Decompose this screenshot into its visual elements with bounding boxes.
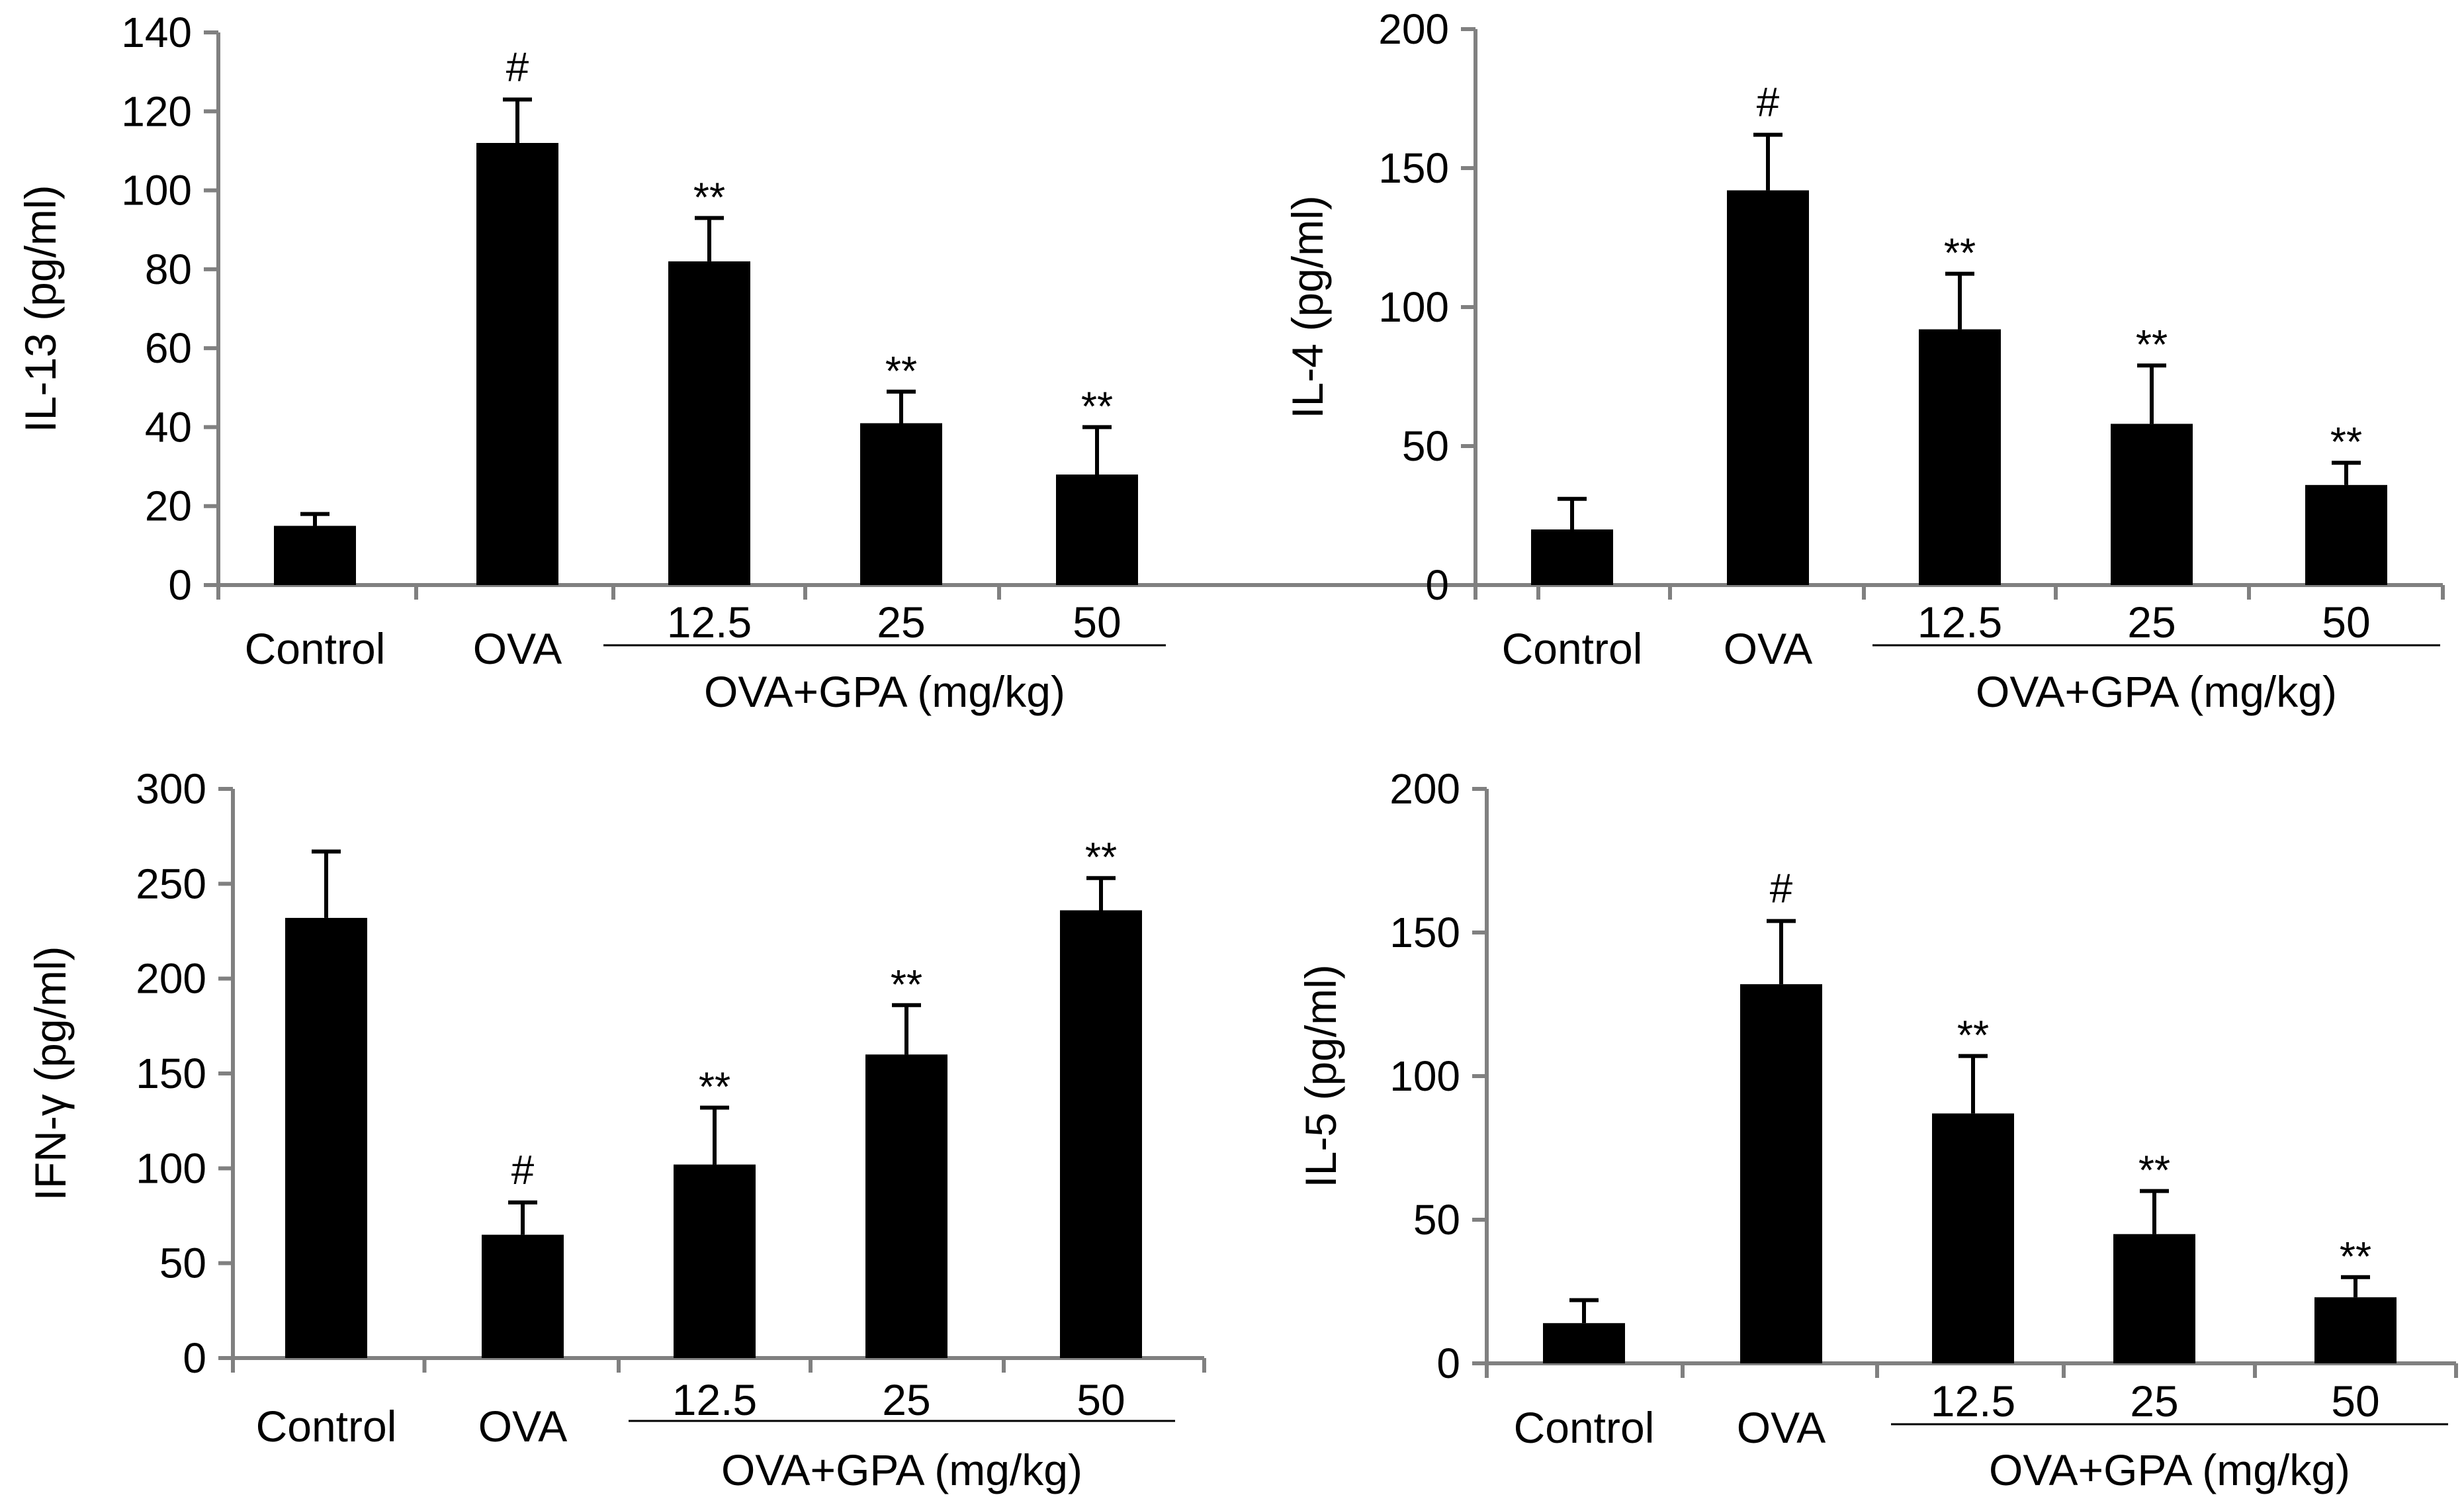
y-tick-label: 50 <box>1402 422 1449 470</box>
significance-marker: ** <box>891 962 922 1008</box>
x-category-label: 25 <box>882 1375 930 1424</box>
bar-4 <box>865 1054 947 1358</box>
significance-marker: ** <box>2136 322 2168 368</box>
x-category-label: 12.5 <box>672 1375 757 1424</box>
bar-5 <box>2305 484 2387 585</box>
y-tick-label: 60 <box>145 324 192 372</box>
y-tick-label: 100 <box>1389 1052 1460 1100</box>
y-tick-label: 200 <box>1389 765 1460 813</box>
bar-3 <box>1932 1113 2014 1363</box>
significance-marker: ** <box>1085 835 1117 881</box>
x-category-label: OVA <box>1724 624 1812 673</box>
y-axis-label: IL-13 (pg/ml) <box>16 185 65 432</box>
y-tick-label: 200 <box>136 955 206 1003</box>
y-tick-label: 0 <box>168 561 192 609</box>
significance-marker: ** <box>1081 384 1113 430</box>
x-category-label: 12.5 <box>1931 1377 2015 1426</box>
x-category-label: OVA <box>1737 1403 1826 1452</box>
significance-marker: # <box>1770 866 1793 912</box>
bar-4 <box>2113 1234 2195 1363</box>
y-tick-label: 150 <box>136 1050 206 1097</box>
bar-1 <box>285 917 367 1358</box>
x-category-label: Control <box>245 624 386 673</box>
x-category-label: OVA <box>478 1402 567 1451</box>
group-label: OVA+GPA (mg/kg) <box>704 667 1065 716</box>
bar-3 <box>674 1164 756 1358</box>
y-tick-label: 100 <box>121 167 192 214</box>
x-category-label: 12.5 <box>667 598 752 647</box>
x-category-label: 50 <box>2322 598 2370 647</box>
x-category-label: 25 <box>877 598 925 647</box>
y-tick-label: 80 <box>145 246 192 293</box>
significance-marker: ** <box>693 175 725 220</box>
x-category-label: 50 <box>1077 1375 1125 1424</box>
significance-marker: ** <box>2138 1148 2170 1194</box>
bar-3 <box>668 261 750 585</box>
chart-panel-3: 0 50 100 150 200 250 300 IFN-γ (pg/ml) Control # O… <box>26 765 1206 1494</box>
bar-2 <box>1740 984 1822 1363</box>
y-tick-label: 50 <box>159 1240 206 1287</box>
x-category-label: Control <box>1502 624 1643 673</box>
y-tick-label: 0 <box>183 1334 206 1382</box>
x-category-label: 25 <box>2127 598 2176 647</box>
bar-4 <box>2111 424 2193 585</box>
chart-panel-2: 0 50 100 150 200 IL-4 (pg/ml) Control # OVA ** 12.… <box>1283 5 2445 716</box>
y-tick-label: 50 <box>1413 1196 1460 1244</box>
x-category-label: Control <box>256 1402 397 1451</box>
y-tick-label: 300 <box>136 765 206 813</box>
y-tick-label: 150 <box>1378 144 1449 192</box>
significance-marker: ** <box>2340 1234 2371 1280</box>
bar-5 <box>1060 910 1142 1358</box>
y-axis-label: IL-4 (pg/ml) <box>1283 195 1332 418</box>
group-label: OVA+GPA (mg/kg) <box>1989 1445 2350 1494</box>
group-label: OVA+GPA (mg/kg) <box>1976 667 2337 716</box>
significance-marker: # <box>511 1148 535 1193</box>
significance-marker: ** <box>699 1065 730 1111</box>
significance-marker: ** <box>1944 231 1976 277</box>
y-tick-label: 40 <box>145 403 192 451</box>
significance-marker: # <box>506 44 529 90</box>
bar-1 <box>1543 1323 1625 1363</box>
significance-marker: # <box>1757 80 1780 126</box>
chart-panel-1: 0 20 40 60 80 100 120 140 IL-13 (pg/ml) Control # O… <box>16 9 1540 716</box>
y-tick-label: 200 <box>1378 5 1449 53</box>
bar-2 <box>1727 190 1809 586</box>
bar-2 <box>482 1234 564 1358</box>
y-tick-label: 0 <box>1425 561 1449 609</box>
x-category-label: 50 <box>2331 1377 2379 1426</box>
x-category-label: Control <box>1514 1403 1655 1452</box>
x-category-label: 25 <box>2130 1377 2178 1426</box>
bar-5 <box>1056 475 1138 585</box>
y-tick-label: 20 <box>145 482 192 530</box>
bar-4 <box>860 423 942 585</box>
y-tick-label: 100 <box>1378 283 1449 331</box>
y-tick-label: 150 <box>1389 909 1460 956</box>
x-category-label: OVA <box>473 624 562 673</box>
chart-panel-4: 0 50 100 150 200 IL-5 (pg/ml) Control # OVA ** 12.… <box>1296 765 2458 1494</box>
significance-marker: ** <box>885 349 917 394</box>
y-tick-label: 140 <box>121 9 192 56</box>
x-category-label: 12.5 <box>1917 598 2002 647</box>
y-tick-label: 120 <box>121 87 192 135</box>
bar-1 <box>274 525 356 585</box>
y-tick-label: 0 <box>1436 1340 1460 1387</box>
y-tick-label: 250 <box>136 860 206 907</box>
significance-marker: ** <box>1957 1013 1989 1059</box>
bar-5 <box>2314 1297 2397 1363</box>
bar-1 <box>1531 529 1613 585</box>
x-category-label: 50 <box>1073 598 1121 647</box>
group-label: OVA+GPA (mg/kg) <box>721 1445 1082 1494</box>
significance-marker: ** <box>2330 420 2362 465</box>
y-axis-label: IL-5 (pg/ml) <box>1296 964 1345 1187</box>
y-axis-label: IFN-γ (pg/ml) <box>26 946 75 1201</box>
bar-3 <box>1919 329 2001 585</box>
bar-2 <box>476 143 558 585</box>
y-tick-label: 100 <box>136 1144 206 1192</box>
